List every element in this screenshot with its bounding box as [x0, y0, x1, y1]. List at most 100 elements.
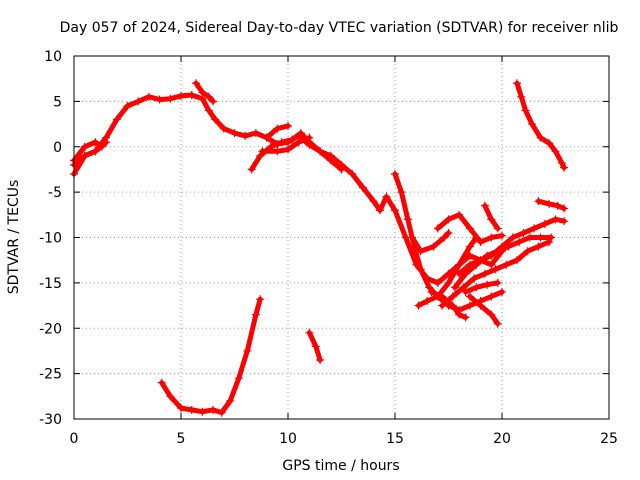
data-point [487, 233, 496, 242]
data-point [369, 197, 378, 206]
series-line [535, 198, 567, 211]
data-point [273, 147, 282, 156]
y-tick-label: -15 [39, 276, 62, 292]
data-point [450, 283, 459, 292]
x-tick-label: 5 [177, 431, 186, 447]
data-point [525, 233, 534, 242]
data-point [155, 95, 164, 104]
series-line [452, 235, 554, 290]
data-point [534, 242, 543, 251]
data-point [512, 256, 521, 265]
x-tick-label: 20 [493, 431, 511, 447]
series-trace-18 [438, 238, 554, 310]
data-point [465, 292, 474, 301]
data-point [515, 238, 524, 247]
data-point [112, 115, 121, 124]
y-tick-label: 10 [44, 49, 62, 65]
data-point [177, 91, 185, 100]
data-point [241, 131, 250, 140]
data-point [530, 224, 539, 233]
series-trace-12 [408, 228, 453, 256]
data-point [472, 260, 481, 269]
data-point [425, 283, 434, 292]
series-line [159, 296, 263, 416]
data-point [491, 265, 500, 274]
y-tick-label: -10 [39, 231, 62, 247]
data-point [455, 210, 464, 219]
data-point [262, 133, 271, 142]
data-point [348, 169, 357, 178]
data-point [459, 283, 468, 292]
data-point [493, 278, 502, 287]
data-point [455, 310, 464, 319]
y-tick-label: -30 [39, 412, 62, 428]
data-point [519, 228, 528, 237]
y-tick-label: -25 [39, 367, 62, 383]
data-point [444, 228, 453, 237]
data-point [547, 233, 556, 242]
data-point [234, 374, 243, 383]
data-point [382, 192, 391, 201]
data-point [391, 169, 399, 178]
series-trace-22 [534, 197, 569, 213]
data-point [493, 319, 502, 328]
data-point [493, 247, 502, 256]
data-point [391, 206, 399, 215]
data-point [440, 233, 449, 242]
series-line [193, 80, 216, 104]
data-point [448, 301, 457, 310]
data-point [408, 233, 417, 242]
data-point [487, 260, 496, 269]
data-point [429, 242, 438, 251]
data-point [256, 295, 265, 304]
y-tick-label: 5 [53, 94, 62, 110]
data-point [198, 88, 207, 97]
data-point [187, 91, 196, 100]
data-point [444, 215, 453, 224]
data-point [461, 287, 470, 296]
data-point [470, 274, 479, 283]
data-point [502, 260, 511, 269]
data-point [498, 287, 506, 296]
data-series [70, 79, 569, 417]
data-point [551, 215, 560, 224]
y-tick-label: 0 [53, 140, 62, 156]
series-trace-17 [480, 201, 502, 233]
data-point [498, 231, 506, 240]
data-point [337, 165, 346, 174]
data-point [273, 124, 282, 133]
data-point [284, 121, 292, 130]
data-point [403, 215, 412, 224]
data-point [427, 287, 436, 296]
data-point [483, 251, 492, 260]
data-point [527, 120, 536, 129]
data-point [102, 138, 111, 147]
data-point [461, 269, 470, 278]
data-point [438, 301, 447, 310]
data-point [465, 242, 474, 251]
data-point [91, 147, 100, 156]
data-point [508, 233, 517, 242]
data-point [211, 115, 220, 124]
data-point [487, 310, 496, 319]
data-point [476, 301, 485, 310]
data-point [476, 238, 485, 247]
series-trace-20 [465, 292, 502, 328]
data-point [397, 188, 406, 197]
series-trace-3 [70, 138, 106, 165]
data-point [80, 151, 89, 160]
data-point [560, 217, 569, 226]
data-point [534, 197, 543, 206]
data-point [465, 301, 474, 310]
data-point [198, 407, 207, 416]
data-point [177, 404, 185, 413]
data-point [258, 147, 267, 156]
y-tick-label: -5 [48, 185, 62, 201]
data-point [91, 138, 100, 147]
data-point [553, 201, 562, 210]
y-tick-label: -20 [39, 321, 62, 337]
data-point [80, 142, 89, 151]
data-point [247, 165, 256, 174]
series-line [514, 80, 567, 171]
series-trace-15 [450, 233, 556, 292]
